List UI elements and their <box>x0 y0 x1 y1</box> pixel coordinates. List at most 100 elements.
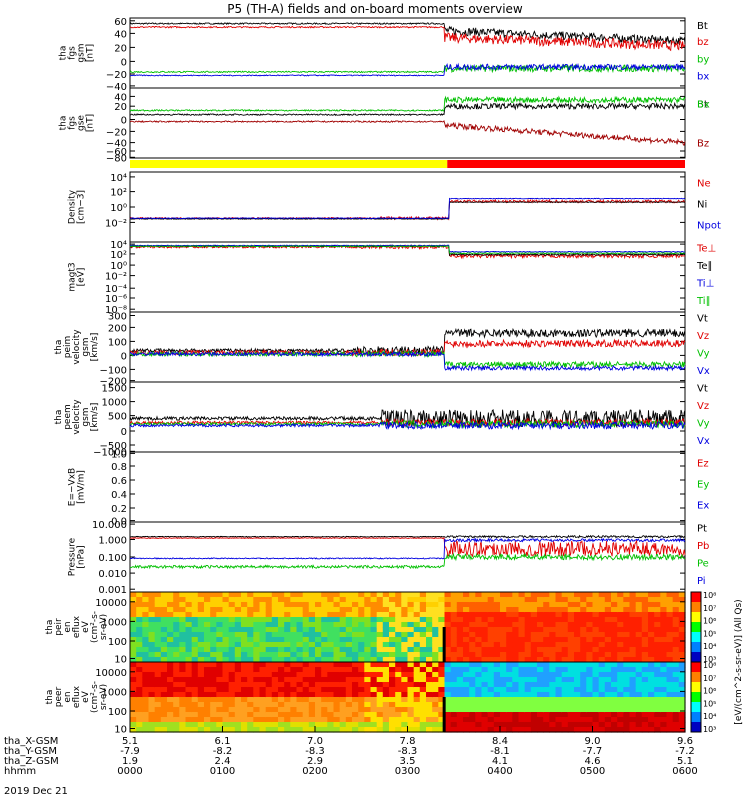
peer_spec-spectrogram-cell <box>290 677 298 683</box>
peer_spec-spectrogram-cell <box>148 712 156 718</box>
peir_spec-spectrogram-cell <box>185 647 193 653</box>
peer_spec-spectrogram-cell <box>271 687 279 693</box>
peir_spec-spectrogram-cell <box>241 632 248 638</box>
peer_spec-spectrogram-cell <box>635 682 643 688</box>
peir_spec-spectrogram-cell <box>302 637 310 643</box>
peir_spec-spectrogram-cell <box>253 602 261 608</box>
peir_spec-spectrogram-cell <box>315 642 322 648</box>
peer_spec-spectrogram-cell <box>370 677 378 683</box>
peir_spec-spectrogram-cell <box>154 597 162 603</box>
peir_spec-spectrogram-cell <box>654 592 661 598</box>
peir_spec-spectrogram-cell <box>450 642 458 648</box>
peir_spec-spectrogram-cell <box>315 627 322 633</box>
peir_spec-spectrogram-cell <box>253 647 261 653</box>
peir_spec-spectrogram-cell <box>623 632 631 638</box>
peir_spec-spectrogram-cell <box>130 617 137 623</box>
peir_spec-spectrogram-cell <box>654 607 661 613</box>
density-ylabel: Density <box>68 189 78 224</box>
peer_spec-spectrogram-cell <box>537 677 544 683</box>
peir_spec-spectrogram-cell <box>506 642 513 648</box>
peir_spec-spectrogram-cell <box>308 642 316 648</box>
fgs_gsm-frame <box>129 17 686 89</box>
peir_spec-spectrogram-cell <box>179 657 187 663</box>
peir_spec-spectrogram-cell <box>358 637 365 643</box>
peer_spec-spectrogram-cell <box>241 697 248 703</box>
peer_spec-spectrogram-cell <box>487 682 495 688</box>
peer_spec-spectrogram-cell <box>228 682 236 688</box>
peer_spec-spectrogram-cell <box>604 702 612 708</box>
peer_spec-spectrogram-cell <box>210 717 217 723</box>
peir_spec-spectrogram-cell <box>598 622 606 628</box>
peer_spec-spectrogram-cell <box>500 717 507 723</box>
peer_spec-spectrogram-cell <box>672 717 680 723</box>
peir_spec-ytick-label: 1000 <box>102 617 127 628</box>
peer_spec-spectrogram-cell <box>210 727 217 733</box>
peir_spec-spectrogram-cell <box>290 617 298 623</box>
peir_spec-spectrogram-cell <box>512 607 520 613</box>
peir_spec-spectrogram-cell <box>382 607 390 613</box>
peir_spec-spectrogram-cell <box>543 632 550 638</box>
peer_spec-spectrogram-cell <box>345 717 353 723</box>
peer_spec-spectrogram-cell <box>167 662 174 668</box>
peer_spec-spectrogram-cell <box>574 727 581 733</box>
peer_spec-spectrogram-cell <box>648 672 655 678</box>
peir_spec-spectrogram-cell <box>419 622 427 628</box>
peer_spec-spectrogram-cell <box>216 682 224 688</box>
peer_spec-spectrogram-cell <box>179 702 187 708</box>
peir_spec-spectrogram-cell <box>352 592 359 598</box>
peir_spec-spectrogram-cell <box>185 617 193 623</box>
peer_spec-spectrogram-cell <box>432 687 439 693</box>
peer_spec-spectrogram-cell <box>469 667 476 673</box>
peer_spec-spectrogram-cell <box>487 697 495 703</box>
peir_spec-spectrogram-cell <box>678 602 686 608</box>
peir_spec-spectrogram-cell <box>617 612 624 618</box>
peer_spec-spectrogram-cell <box>524 697 532 703</box>
peir_spec-spectrogram-cell <box>284 612 291 618</box>
peer_spec-spectrogram-cell <box>173 677 180 683</box>
peer_spec-spectrogram-cell <box>370 672 378 678</box>
peir_spec-spectrogram-cell <box>635 652 643 658</box>
peer_spec-spectrogram-cell <box>524 712 532 718</box>
peir_spec-spectrogram-cell <box>555 617 563 623</box>
peir_spec-spectrogram-cell <box>419 627 427 633</box>
peer_spec-spectrogram-cell <box>302 697 310 703</box>
peer_spec-spectrogram-cell <box>333 672 341 678</box>
peer_spec-spectrogram-cell <box>611 712 618 718</box>
peer_spec-spectrogram-cell <box>586 722 594 728</box>
peir_spec-spectrogram-cell <box>204 652 211 658</box>
peir_spec-spectrogram-cell <box>518 632 526 638</box>
peer_spec-spectrogram-cell <box>432 697 439 703</box>
peir_spec-spectrogram-cell <box>530 652 538 658</box>
peir_spec-spectrogram-cell <box>629 597 637 603</box>
peer_spec-spectrogram-cell <box>185 707 193 713</box>
peer_spec-spectrogram-cell <box>463 692 470 698</box>
peer_spec-spectrogram-cell <box>296 702 304 708</box>
peer_spec-spectrogram-cell <box>592 682 600 688</box>
peer_spec-spectrogram-cell <box>450 717 458 723</box>
peir_spec-spectrogram-cell <box>469 602 476 608</box>
peir_spec-spectrogram-cell <box>259 612 267 618</box>
peer_spec-spectrogram-cell <box>327 727 335 733</box>
peer_spec-spectrogram-cell <box>475 692 483 698</box>
peir_spec-spectrogram-cell <box>580 642 587 648</box>
peir_spec-spectrogram-cell <box>191 622 199 628</box>
peer_spec-spectrogram-cell <box>179 722 187 728</box>
peer_spec-spectrogram-cell <box>530 662 538 668</box>
peer_spec-spectrogram-cell <box>241 727 248 733</box>
temperature-frame <box>129 241 686 313</box>
peer_spec-spectrogram-cell <box>506 717 513 723</box>
peir_spec-spectrogram-cell <box>506 607 513 613</box>
peer_spec-spectrogram-cell <box>321 702 328 708</box>
x-row-value: 0200 <box>302 766 327 777</box>
peer_spec-spectrogram-cell <box>629 662 637 668</box>
peer_spec-spectrogram-cell <box>660 662 668 668</box>
peer_spec-spectrogram-cell <box>265 712 273 718</box>
peer_spec-spectrogram-cell <box>432 722 439 728</box>
peer_spec-spectrogram-cell <box>481 707 489 713</box>
peer_spec-spectrogram-cell <box>204 687 211 693</box>
peir_spec-spectrogram-cell <box>432 607 439 613</box>
peer_spec-spectrogram-cell <box>444 682 452 688</box>
peer_spec-spectrogram-cell <box>401 677 409 683</box>
peir_spec-spectrogram-cell <box>407 597 415 603</box>
peir_spec-spectrogram-cell <box>284 592 291 598</box>
